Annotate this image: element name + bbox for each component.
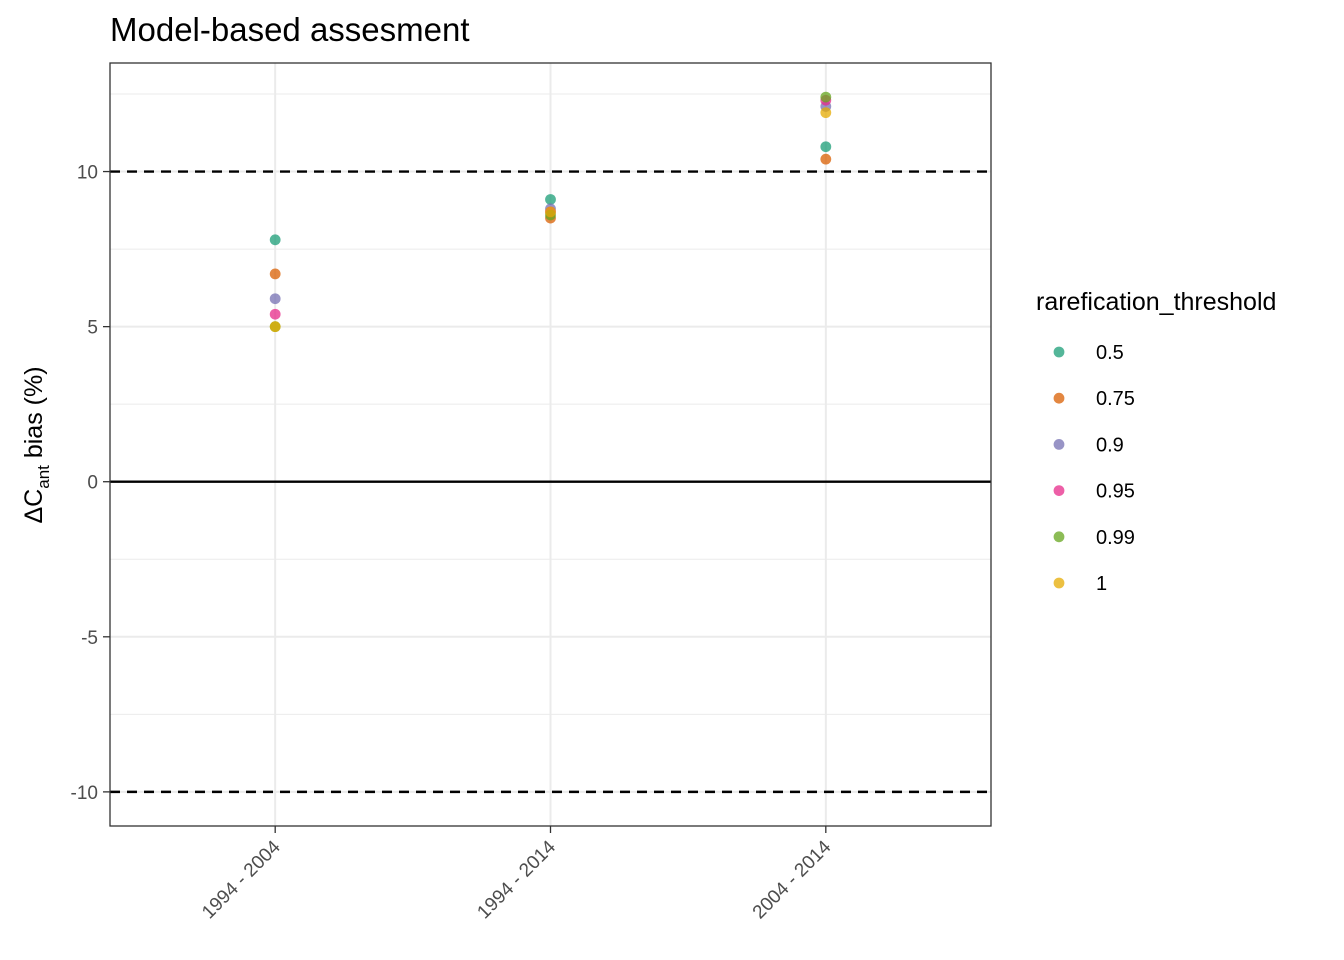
- y-axis: -10 -5 0 5 10: [71, 163, 110, 804]
- legend-label: 1: [1096, 573, 1107, 595]
- legend-label: 0.9: [1096, 434, 1124, 456]
- data-point: [545, 194, 556, 205]
- y-axis-label-suffix: bias (%): [20, 366, 48, 465]
- x-tick-label: 2004 - 2014: [749, 836, 836, 923]
- y-tick-label: 0: [87, 473, 98, 494]
- y-tick-label: 5: [87, 318, 98, 339]
- data-point: [820, 107, 832, 119]
- data-point: [269, 321, 281, 333]
- data-point: [269, 293, 281, 305]
- data-point: [820, 153, 832, 165]
- x-tick-label: 1994 - 2014: [473, 836, 560, 923]
- y-axis-label: ΔCant bias (%): [20, 366, 53, 523]
- y-tick-label: 10: [77, 163, 98, 184]
- legend-label: 0.5: [1096, 342, 1124, 364]
- data-point: [269, 268, 281, 280]
- legend-label: 0.75: [1096, 388, 1135, 410]
- y-axis-label-prefix: ΔC: [20, 489, 48, 524]
- major-grid: [110, 63, 991, 826]
- legend-key: [1053, 577, 1065, 589]
- legend: rarefication_threshold 0.5 0.75 0.9 0.95 0.9…: [1036, 288, 1276, 595]
- chart-title: Model-based assesment: [110, 11, 470, 48]
- legend-key: [1053, 531, 1065, 543]
- data-point: [545, 206, 556, 218]
- y-tick-label: -5: [81, 628, 98, 649]
- data-point: [820, 141, 832, 153]
- y-axis-label-subscript: ant: [34, 465, 53, 489]
- legend-key: [1053, 392, 1065, 404]
- legend-key: [1053, 346, 1065, 358]
- legend-title: rarefication_threshold: [1036, 288, 1276, 316]
- legend-label: 0.95: [1096, 481, 1135, 503]
- data-point: [820, 91, 832, 103]
- y-tick-label: -10: [71, 783, 98, 804]
- data-point: [269, 234, 281, 246]
- data-points: [269, 91, 832, 333]
- legend-key: [1053, 485, 1065, 496]
- data-point: [269, 308, 281, 320]
- x-axis: 1994 - 2004 1994 - 2014 2004 - 2014: [198, 826, 836, 923]
- legend-label: 0.99: [1096, 527, 1135, 549]
- legend-key: [1053, 439, 1065, 450]
- x-tick-label: 1994 - 2004: [198, 836, 285, 923]
- reference-lines: [110, 170, 991, 794]
